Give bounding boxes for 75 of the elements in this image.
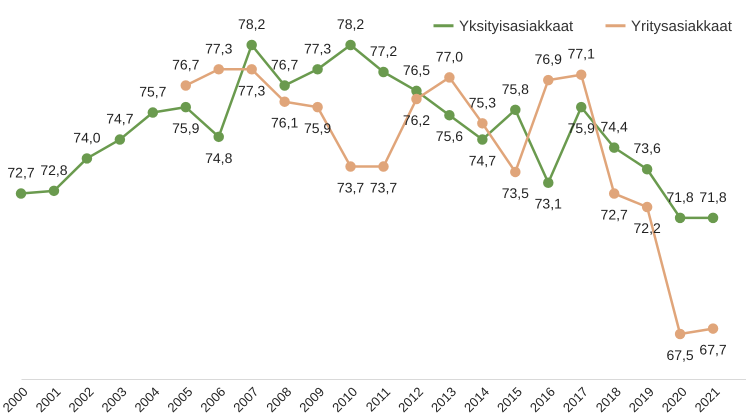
point [510, 104, 521, 116]
data-label: 78,2 [336, 16, 364, 32]
data-label: 71,8 [699, 188, 727, 205]
data-label: 77,3 [238, 82, 266, 98]
data-label: 75,8 [502, 80, 530, 97]
data-label: 72,8 [40, 162, 68, 178]
point [378, 66, 389, 78]
data-label: 73,1 [534, 196, 562, 212]
data-label: 73,7 [336, 180, 364, 196]
point [148, 107, 158, 118]
data-label: 77,0 [436, 48, 464, 64]
point [279, 96, 290, 107]
point [48, 186, 60, 196]
point [312, 102, 323, 112]
data-label: 75,6 [436, 128, 464, 144]
point [444, 72, 455, 83]
point [576, 69, 586, 80]
point [279, 80, 290, 91]
data-label: 75,3 [468, 94, 496, 110]
point [213, 64, 224, 75]
data-label: 71,8 [666, 188, 694, 205]
point [246, 64, 257, 75]
data-label: 74,4 [600, 118, 628, 135]
data-label: 76,7 [271, 56, 298, 73]
data-label: 77,3 [205, 40, 233, 56]
point [82, 153, 92, 164]
data-label: 77,2 [370, 43, 398, 60]
point [642, 164, 652, 174]
legend-label: Yksityisasiakkaat [459, 18, 574, 35]
point [16, 188, 26, 199]
point [477, 118, 488, 129]
data-label: 76,5 [402, 62, 430, 78]
point [345, 161, 356, 172]
data-label: 76,7 [172, 56, 200, 73]
data-label: 73,7 [370, 180, 398, 196]
point [674, 212, 686, 224]
point [180, 102, 192, 112]
point [345, 40, 356, 50]
legend-label: Yritysasiakkaat [631, 18, 733, 35]
data-label: 72,7 [7, 164, 35, 181]
data-label: 75,7 [139, 84, 167, 100]
data-label: 73,6 [634, 140, 661, 156]
data-label: 67,7 [699, 342, 727, 358]
data-label: 72,7 [600, 206, 628, 223]
data-label: 77,1 [568, 46, 596, 62]
point [708, 323, 718, 334]
point [510, 166, 521, 178]
point [180, 80, 192, 91]
point [674, 328, 686, 340]
point [608, 142, 620, 153]
data-label: 73,5 [502, 184, 530, 201]
data-label: 74,7 [468, 152, 496, 169]
data-label: 76,1 [271, 114, 298, 131]
point [608, 188, 620, 199]
data-label: 76,9 [534, 51, 562, 68]
point [312, 64, 323, 75]
point [378, 161, 389, 172]
point [114, 134, 126, 145]
data-label: 74,0 [73, 129, 101, 146]
point [543, 74, 554, 86]
point [708, 212, 718, 224]
point [477, 134, 488, 145]
point [642, 202, 652, 212]
point [543, 178, 554, 188]
point [411, 94, 422, 104]
point [246, 40, 257, 50]
point [213, 132, 224, 142]
data-label: 75,9 [172, 120, 200, 136]
point [576, 102, 586, 112]
data-label: 74,7 [106, 110, 134, 127]
data-label: 67,5 [666, 347, 694, 363]
data-label: 74,8 [205, 150, 233, 166]
point [444, 110, 455, 120]
data-label: 78,2 [238, 16, 266, 32]
data-label: 77,3 [304, 40, 332, 56]
